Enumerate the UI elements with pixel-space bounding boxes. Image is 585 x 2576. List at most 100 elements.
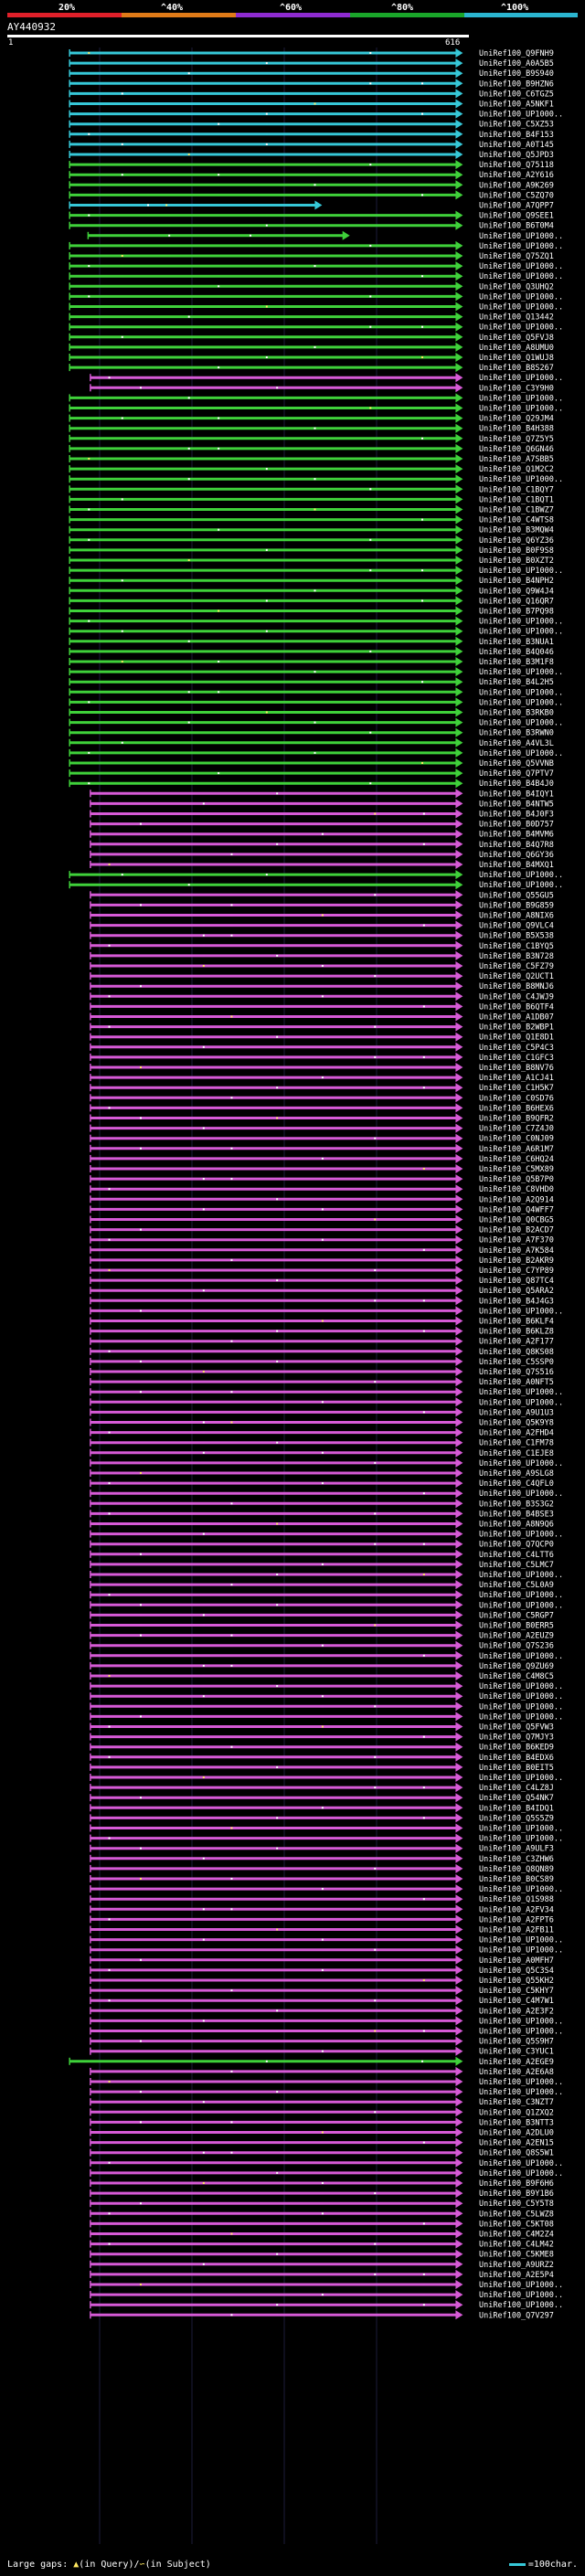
hit-row: UniRef100_UP1000.. <box>69 302 563 313</box>
hit-gap-marker <box>374 812 377 815</box>
hit-label: UniRef100_UP1000.. <box>479 2088 563 2097</box>
hit-label: UniRef100_B4NPH2 <box>479 577 554 586</box>
hit-gap-marker <box>374 1542 377 1545</box>
hit-arrow-icon <box>455 464 463 474</box>
hit-gap-marker <box>314 478 316 481</box>
hit-arrow-icon <box>455 1479 463 1489</box>
hit-label: UniRef100_UP1000.. <box>479 2301 563 2310</box>
hit-row: UniRef100_UP1000.. <box>69 626 563 637</box>
hit-label: UniRef100_B2ACD7 <box>479 1226 554 1235</box>
hit-label: UniRef100_C7Z4J0 <box>479 1125 554 1134</box>
hit-row: UniRef100_A5NKF1 <box>69 99 554 110</box>
hit-row: UniRef100_UP1000.. <box>69 747 563 758</box>
hit-arrow-icon <box>455 1976 463 1985</box>
hit-gap-marker <box>108 1837 111 1839</box>
hit-gap-marker <box>187 478 190 481</box>
hit-arrow-icon <box>455 1914 463 1924</box>
hit-gap-marker <box>202 2263 205 2265</box>
hit-gap-marker <box>139 822 142 825</box>
hit-row: UniRef100_B6QTF4 <box>90 1002 554 1012</box>
hit-arrow-icon <box>455 1549 463 1559</box>
hit-row: UniRef100_UP1000.. <box>69 292 563 302</box>
hit-row: UniRef100_Q5FVJ8 <box>69 332 554 343</box>
hit-gap-marker <box>230 1989 233 1992</box>
hit-row: UniRef100_Q54NK7 <box>90 1793 554 1803</box>
hit-row: UniRef100_C4LM42 <box>90 2239 554 2250</box>
hit-row: UniRef100_Q1E8D1 <box>90 1032 554 1043</box>
hit-label: UniRef100_UP1000.. <box>479 405 563 414</box>
hit-gap-marker <box>187 640 190 642</box>
hit-gap-marker <box>314 751 316 754</box>
hit-gap-marker <box>108 1269 111 1271</box>
hit-arrow-icon <box>455 1965 463 1975</box>
hit-arrow-icon <box>455 1276 463 1286</box>
hit-arrow-icon <box>455 1316 463 1326</box>
hit-arrow-icon <box>455 393 463 403</box>
hit-arrow-icon <box>455 971 463 981</box>
hit-row: UniRef100_B4B4J0 <box>69 779 554 789</box>
hit-gap-marker <box>369 407 372 409</box>
hit-arrow-icon <box>455 636 463 646</box>
hit-row: UniRef100_UP1000.. <box>69 667 563 677</box>
hit-row: UniRef100_C4M2Z4 <box>90 2229 554 2240</box>
hit-arrow-icon <box>455 1499 463 1509</box>
hit-gap-marker <box>276 792 279 795</box>
hit-arrow-icon <box>455 312 463 322</box>
hit-gap-marker <box>321 2050 324 2052</box>
hit-gap-marker <box>88 508 90 511</box>
hit-arrow-icon <box>455 839 463 849</box>
hit-row: UniRef100_B3RKB0 <box>69 707 554 718</box>
hit-arrow-icon <box>455 1945 463 1955</box>
hit-gap-marker <box>202 2151 205 2154</box>
hit-label: UniRef100_UP1000.. <box>479 2169 563 2178</box>
hit-gap-marker <box>250 234 252 237</box>
hit-arrow-icon <box>455 2036 463 2046</box>
hit-gap-marker <box>230 1584 233 1586</box>
hit-label: UniRef100_C3NZT7 <box>479 2098 554 2107</box>
hit-gap-marker <box>314 508 316 511</box>
hit-row: UniRef100_C5LMC7 <box>90 1559 554 1570</box>
hit-label: UniRef100_UP1000.. <box>479 2159 563 2168</box>
hit-gap-marker <box>374 975 377 978</box>
hit-arrow-icon <box>455 1640 463 1650</box>
hit-label: UniRef100_Q2UCT1 <box>479 972 554 981</box>
hit-label: UniRef100_Q5C3S4 <box>479 1966 554 1976</box>
hit-gap-marker <box>218 447 220 450</box>
hit-arrow-icon <box>455 1296 463 1306</box>
hit-arrow-icon <box>455 829 463 839</box>
hit-row: UniRef100_A0NFT5 <box>90 1377 554 1387</box>
hit-label: UniRef100_C7YP89 <box>479 1267 554 1276</box>
hit-gap-marker <box>265 112 268 115</box>
subject-gap-marker-icon: ∽ <box>139 2560 145 2570</box>
hit-row: UniRef100_C8VHD0 <box>90 1184 554 1194</box>
hit-label: UniRef100_B2WBP1 <box>479 1023 554 1033</box>
hit-arrow-icon <box>455 48 463 58</box>
hit-row: UniRef100_B4NTW5 <box>90 799 554 809</box>
hit-label: UniRef100_UP1000.. <box>479 2281 563 2290</box>
hit-label: UniRef100_B2AKR9 <box>479 1256 554 1266</box>
ruler-start: 1 <box>8 38 14 48</box>
hit-row: UniRef100_A2Y616 <box>69 170 554 180</box>
hit-label: UniRef100_C4LTT6 <box>479 1551 554 1560</box>
hit-arrow-icon <box>455 626 463 636</box>
hit-gap-marker <box>121 143 123 145</box>
hit-gap-marker <box>202 1857 205 1860</box>
hit-row: UniRef100_Q7V297 <box>90 2310 554 2320</box>
hit-gap-marker <box>321 1238 324 1241</box>
hit-label: UniRef100_Q1S988 <box>479 1895 554 1904</box>
hit-arrow-icon <box>455 1580 463 1590</box>
hit-gap-marker <box>422 1411 425 1414</box>
hit-row: UniRef100_C1EJE8 <box>90 1447 554 1458</box>
hit-label: UniRef100_B9HZN6 <box>479 80 554 89</box>
hit-gap-marker <box>108 2212 111 2215</box>
hit-label: UniRef100_Q9W4J4 <box>479 587 554 596</box>
hit-arrow-icon <box>455 2026 463 2036</box>
hit-gap-marker <box>374 894 377 896</box>
hit-label: UniRef100_C1EJE8 <box>479 1449 554 1458</box>
hit-gap-marker <box>187 884 190 886</box>
hit-label: UniRef100_UP1000.. <box>479 2028 563 2037</box>
hit-gap-marker <box>265 874 268 876</box>
hit-arrow-icon <box>455 1174 463 1184</box>
identity-scale-bar: 20% ^40% ^60% ^80% ^100% <box>7 4 578 17</box>
hit-gap-marker <box>230 1878 233 1880</box>
